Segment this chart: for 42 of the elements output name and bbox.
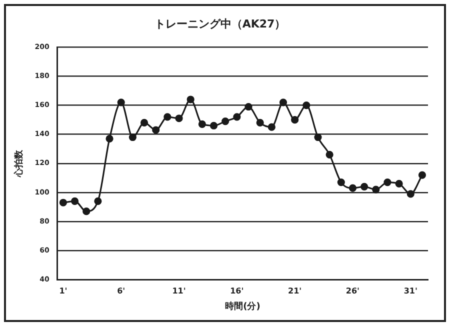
point xyxy=(279,98,288,106)
point xyxy=(82,208,90,216)
point xyxy=(175,114,183,122)
point xyxy=(164,113,172,121)
point xyxy=(291,116,299,124)
point xyxy=(94,197,102,205)
point xyxy=(384,178,392,186)
point xyxy=(198,120,206,128)
point xyxy=(106,134,114,143)
x-tick-label: 16' xyxy=(230,286,244,296)
point xyxy=(418,171,426,179)
x-tick-label: 6' xyxy=(117,286,126,296)
point xyxy=(406,190,414,198)
point xyxy=(140,118,148,127)
point xyxy=(395,180,403,188)
point xyxy=(233,113,241,121)
point xyxy=(222,117,230,126)
chart-title: トレーニング中（AK27） xyxy=(154,17,286,30)
x-tick-label: 26' xyxy=(346,286,360,296)
x-tick-label: 11' xyxy=(172,286,186,296)
point xyxy=(186,96,194,104)
x-tick-label: 31' xyxy=(404,286,418,296)
y-axis-title: 心拍数 xyxy=(14,148,25,178)
point xyxy=(326,150,334,158)
point xyxy=(70,197,79,205)
point xyxy=(337,178,345,186)
point xyxy=(256,118,264,127)
point xyxy=(59,198,68,206)
point xyxy=(372,186,380,194)
point xyxy=(348,184,357,192)
point xyxy=(244,102,252,111)
point xyxy=(360,182,368,190)
point xyxy=(152,126,160,134)
x-tick-label: 1' xyxy=(59,286,68,296)
point xyxy=(302,102,310,110)
point xyxy=(210,122,218,130)
point xyxy=(128,133,136,142)
x-tick-label: 21' xyxy=(288,286,302,296)
point xyxy=(268,123,276,131)
point xyxy=(314,133,322,142)
x-axis-title: 時間(分) xyxy=(225,300,260,312)
point xyxy=(117,98,125,106)
